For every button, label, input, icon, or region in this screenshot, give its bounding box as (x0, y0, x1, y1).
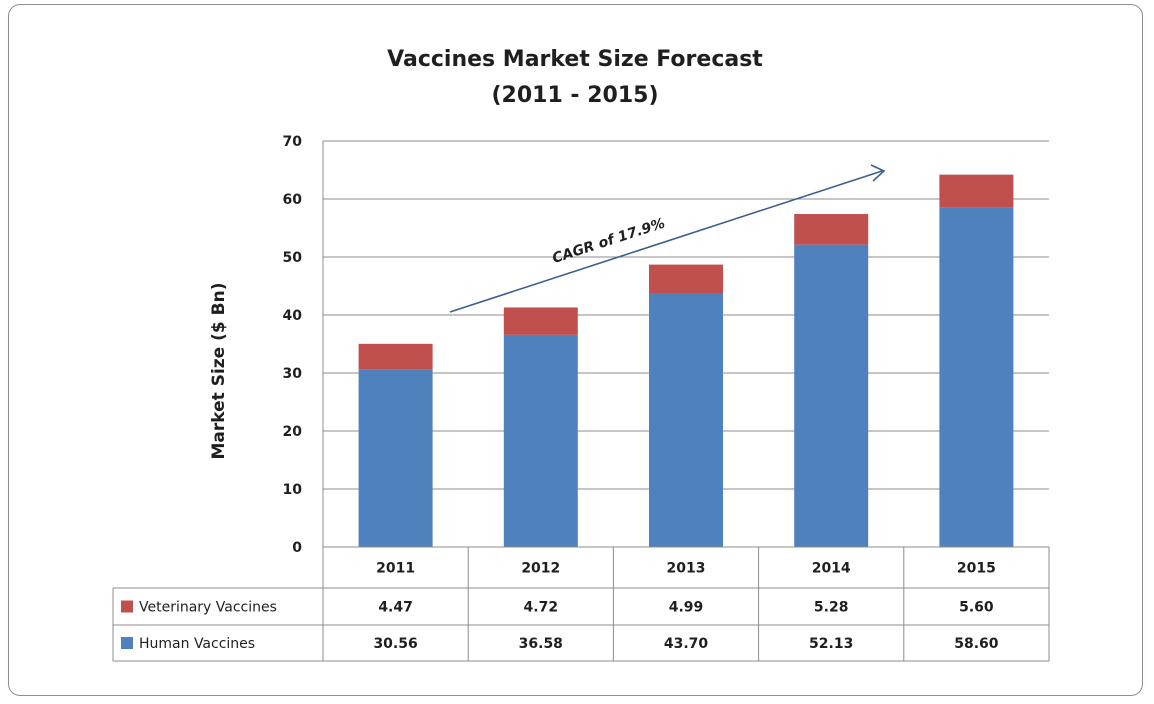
data-label: 4.99 (669, 600, 704, 616)
y-axis-ticks: 0 10 20 30 40 50 60 70 (283, 134, 303, 556)
bar-veterinary-2013 (649, 264, 723, 294)
x-tick-label: 2014 (812, 561, 851, 577)
bar-human-2014 (794, 244, 869, 547)
bar-veterinary-2012 (503, 307, 578, 335)
chart-title-line2: (2011 - 2015) (491, 83, 658, 108)
y-tick-label: 0 (292, 540, 302, 556)
x-tick-label: 2015 (957, 561, 996, 577)
cagr-label: CAGR of 17.9% (550, 215, 667, 267)
x-tick-label: 2011 (376, 561, 415, 577)
y-tick-label: 40 (283, 308, 303, 324)
cagr-arrow-head (870, 164, 886, 182)
bars (358, 174, 1014, 547)
bar-veterinary-2014 (794, 214, 869, 245)
legend-label: Human Vaccines (139, 636, 255, 652)
bar-veterinary-2011 (358, 343, 433, 370)
data-label: 30.56 (373, 636, 417, 652)
gridlines (322, 140, 1049, 547)
y-tick-label: 30 (283, 366, 303, 382)
legend-swatch (121, 600, 133, 613)
bar-human-2011 (358, 369, 433, 547)
data-label: 4.47 (378, 600, 413, 616)
data-label: 5.60 (959, 600, 994, 616)
bar-human-2012 (503, 334, 578, 547)
legend-swatch (121, 637, 133, 649)
x-tick-label: 2012 (521, 561, 560, 577)
y-tick-label: 20 (283, 424, 303, 440)
y-tick-label: 10 (283, 482, 303, 498)
y-tick-label: 60 (283, 192, 303, 208)
data-label: 58.60 (954, 636, 999, 652)
y-tick-label: 70 (283, 134, 303, 150)
chart-title-line1: Vaccines Market Size Forecast (387, 47, 763, 72)
bar-human-2013 (649, 293, 723, 547)
bar-human-2015 (939, 207, 1014, 547)
data-table: 2011 2012 2013 2014 2015 Veterinary Vaccines 4… (112, 546, 1050, 662)
x-tick-label: 2013 (667, 561, 706, 577)
data-label: 43.70 (664, 636, 709, 652)
bar-veterinary-2015 (939, 174, 1014, 208)
legend-label: Veterinary Vaccines (139, 600, 277, 616)
y-axis-label: Market Size ($ Bn) (209, 283, 229, 460)
y-tick-label: 50 (283, 250, 303, 266)
data-label: 52.13 (809, 636, 853, 652)
cagr-arrow-line (449, 170, 883, 313)
data-label: 36.58 (519, 636, 563, 652)
data-label: 5.28 (814, 600, 849, 616)
data-label: 4.72 (524, 600, 559, 616)
